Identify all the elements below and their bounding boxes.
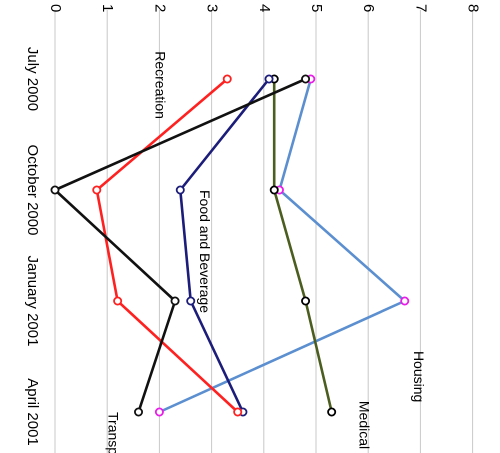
data-point bbox=[186, 296, 196, 306]
data-point bbox=[264, 74, 274, 84]
category-tick-label: July 2000 bbox=[24, 47, 41, 111]
data-point bbox=[50, 185, 60, 195]
data-point bbox=[301, 74, 311, 84]
value-tick-label: 2 bbox=[151, 4, 168, 12]
series-line bbox=[179, 78, 271, 413]
value-tick-label: 7 bbox=[412, 4, 429, 12]
data-point bbox=[222, 74, 232, 84]
data-point bbox=[400, 296, 410, 306]
series-label: Transportati bbox=[106, 412, 122, 453]
value-tick-label: 6 bbox=[360, 4, 377, 12]
series-label: Recreation bbox=[153, 51, 169, 119]
data-point bbox=[233, 407, 243, 417]
series-labels: Housing Medical Care Food and Beverage Recr… bbox=[106, 51, 427, 453]
data-point bbox=[269, 185, 279, 195]
data-point bbox=[134, 407, 144, 417]
series-line bbox=[158, 78, 407, 414]
series-points bbox=[50, 74, 410, 417]
data-point bbox=[92, 185, 102, 195]
series-label: Medical Care bbox=[356, 401, 372, 453]
data-point bbox=[301, 296, 311, 306]
data-point bbox=[113, 296, 123, 306]
category-tick-label: April 2001 bbox=[24, 378, 41, 446]
category-tick-label: October 2000 bbox=[24, 145, 41, 236]
data-point bbox=[175, 185, 185, 195]
value-tick-label: 8 bbox=[465, 4, 482, 12]
data-point bbox=[170, 296, 180, 306]
value-tick-label: 4 bbox=[256, 4, 273, 12]
grid-layer bbox=[54, 10, 474, 453]
series-label: Food and Beverage bbox=[197, 190, 213, 313]
series-lines bbox=[53, 77, 407, 414]
value-tick-label: 0 bbox=[47, 4, 64, 12]
value-axis-tick-labels: 0 1 2 3 4 5 6 7 8 bbox=[47, 4, 482, 12]
value-tick-label: 1 bbox=[99, 4, 116, 12]
data-point bbox=[327, 407, 337, 417]
category-axis-tick-labels: July 2000 October 2000 January 2001 April 2… bbox=[24, 47, 41, 446]
value-tick-label: 5 bbox=[308, 4, 325, 12]
series-label: Housing bbox=[411, 351, 427, 402]
value-tick-label: 3 bbox=[204, 4, 221, 12]
series-line bbox=[272, 79, 333, 413]
category-tick-label: January 2001 bbox=[24, 256, 41, 347]
data-point bbox=[154, 407, 164, 417]
series-line bbox=[95, 78, 239, 413]
series-line bbox=[53, 77, 307, 413]
